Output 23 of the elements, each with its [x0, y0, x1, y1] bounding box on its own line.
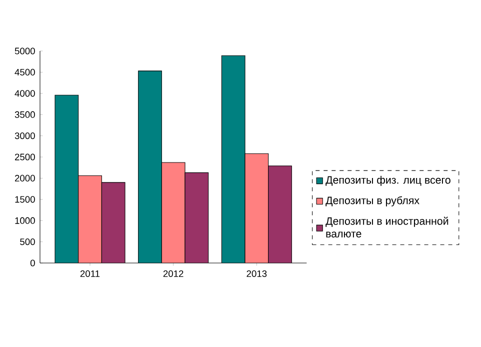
legend-label: Депозиты физ. лиц всего	[326, 176, 450, 186]
bar	[221, 55, 246, 263]
x-tick-label: 2013	[246, 270, 267, 277]
y-tick-label: 0	[30, 260, 35, 266]
y-tick-label: 1500	[15, 196, 35, 203]
y-tick-label: 2000	[14, 174, 35, 182]
y-tick-label: 2500	[14, 154, 35, 160]
bar	[185, 172, 208, 263]
bar	[102, 182, 126, 263]
x-tick-label: 2012	[163, 270, 184, 277]
y-tick-label: 4000	[14, 90, 35, 97]
legend-label: Депозиты в иностранной валюте	[326, 216, 448, 238]
bar	[138, 70, 162, 263]
bar	[55, 95, 78, 263]
y-tick-label: 5000	[14, 48, 35, 54]
bar	[268, 166, 292, 263]
y-tick-label: 500	[20, 238, 35, 246]
y-tick-label: 1000	[15, 217, 35, 224]
y-tick-label: 4500	[14, 68, 35, 76]
legend-label: Депозиты в рублях	[326, 196, 420, 206]
y-tick-label: 3500	[14, 111, 35, 118]
y-tick-label: 3000	[14, 132, 35, 140]
x-tick-label: 2011	[80, 270, 100, 277]
